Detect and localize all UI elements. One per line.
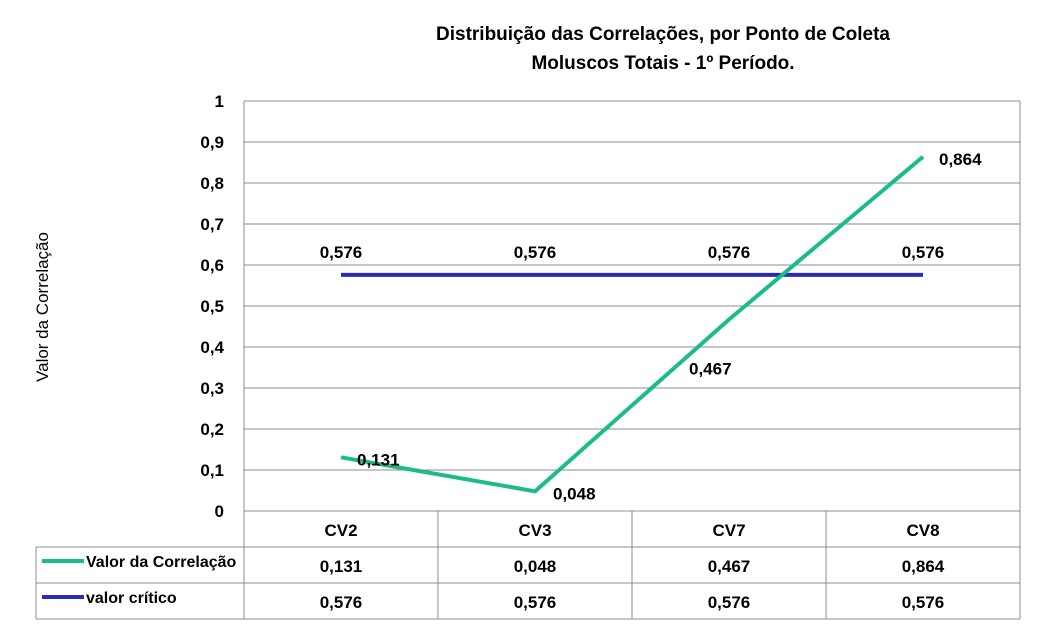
- table-cell-0-1: 0,048: [514, 557, 557, 576]
- table-cell-0-2: 0,467: [708, 557, 751, 576]
- data-label-critical-2: 0,576: [708, 243, 751, 262]
- data-label-correlation-2: 0,467: [689, 360, 732, 379]
- data-label-correlation-0: 0,131: [357, 450, 400, 469]
- y-tick-label-4: 0,4: [200, 338, 224, 357]
- y-tick-label-3: 0,3: [200, 379, 224, 398]
- series-lines: [340, 155, 925, 494]
- table-cell-1-2: 0,576: [708, 593, 751, 612]
- data-label-critical-0: 0,576: [320, 243, 363, 262]
- y-tick-label-8: 0,8: [200, 174, 224, 193]
- legend-entry-1: valor crítico: [86, 590, 177, 607]
- x-category-label-3: CV8: [906, 521, 939, 540]
- y-axis-title: Valor da Correlação: [33, 232, 52, 382]
- y-tick-labels: 0 0,1 0,2 0,3 0,4 0,5 0,6 0,7 0,8 0,9 1: [200, 92, 224, 521]
- y-tick-label-7: 0,7: [200, 215, 224, 234]
- table-cell-0-0: 0,131: [320, 557, 363, 576]
- data-label-critical-1: 0,576: [514, 243, 557, 262]
- x-category-label-0: CV2: [324, 521, 357, 540]
- y-tick-label-6: 0,6: [200, 256, 224, 275]
- y-tick-label-9: 0,9: [200, 133, 224, 152]
- y-tick-label-10: 1: [215, 92, 224, 111]
- table-cell-1-1: 0,576: [514, 593, 557, 612]
- data-table: CV2 CV3 CV7 CV8 Valor da Correlação 0,131 0,04…: [35, 510, 1021, 620]
- data-label-correlation-3: 0,864: [939, 150, 982, 169]
- table-cell-1-0: 0,576: [320, 593, 363, 612]
- x-category-label-2: CV7: [712, 521, 745, 540]
- y-tick-label-2: 0,2: [200, 420, 224, 439]
- series-line-0: [340, 155, 925, 494]
- x-category-label-1: CV3: [518, 521, 551, 540]
- y-tick-label-0: 0: [215, 502, 224, 521]
- data-label-correlation-1: 0,048: [553, 484, 596, 503]
- y-tick-label-5: 0,5: [200, 297, 224, 316]
- chart-title: Distribuição das Correlações, por Ponto …: [436, 24, 890, 45]
- chart-subtitle: Moluscos Totais - 1º Período.: [531, 53, 794, 74]
- legend-entry-0: Valor da Correlação: [86, 554, 237, 571]
- y-tick-label-1: 0,1: [200, 461, 224, 480]
- table-cell-0-3: 0,864: [902, 557, 945, 576]
- table-cell-1-3: 0,576: [902, 593, 945, 612]
- data-label-critical-3: 0,576: [902, 243, 945, 262]
- data-labels: 0,131 0,048 0,467 0,864 0,576 0,576 0,576 0,576: [320, 150, 982, 504]
- grid-lines: [243, 100, 1021, 512]
